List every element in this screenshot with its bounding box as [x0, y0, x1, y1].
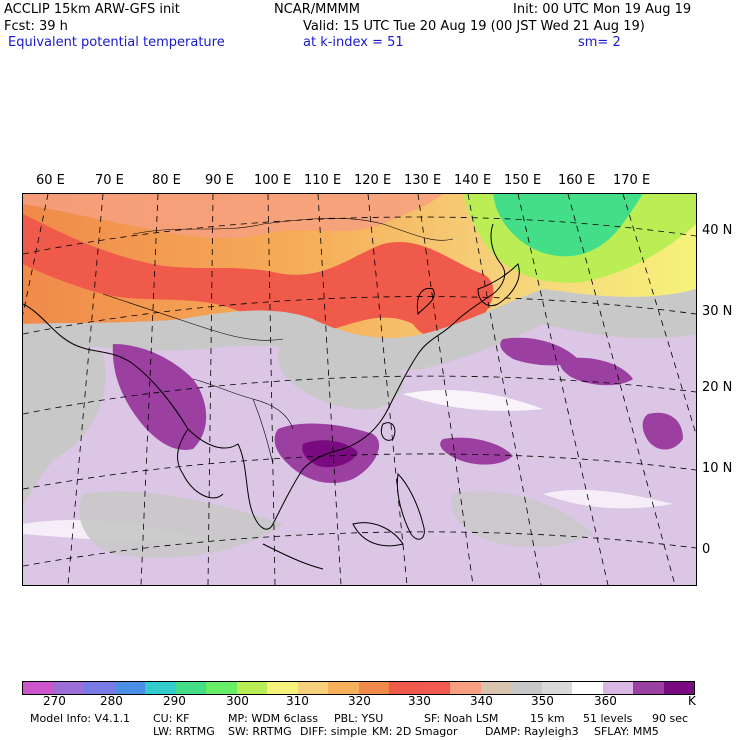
footer-item: SF: Noah LSM	[424, 712, 499, 725]
white-streak-3	[543, 489, 673, 509]
colorbar-tick: 310	[286, 694, 309, 708]
colorbar-tick: 340	[470, 694, 493, 708]
colorbar-swatch	[572, 682, 603, 694]
lat-label: 0	[702, 542, 711, 557]
colorbar-swatch	[541, 682, 572, 694]
footer-item: 51 levels	[583, 712, 633, 725]
colorbar-swatch	[480, 682, 511, 694]
footer-item: LW: RRTMG	[153, 725, 215, 738]
purple-pacific-1	[500, 337, 578, 366]
footer-item: SFLAY: MM5	[594, 725, 659, 738]
gray-southeast	[451, 491, 593, 548]
colorbar-swatch	[602, 682, 633, 694]
gray-china	[277, 341, 404, 410]
init-time: Init: 00 UTC Mon 19 Aug 19	[513, 2, 692, 17]
footer-item: MP: WDM 6class	[228, 712, 318, 725]
colorbar-tick: 280	[100, 694, 123, 708]
colorbar-tick: 360	[594, 694, 617, 708]
colorbar-tick: 270	[43, 694, 66, 708]
red-core	[23, 214, 494, 340]
lon-label: 80 E	[152, 173, 181, 188]
colorbar-swatch	[114, 682, 145, 694]
field-name: Equivalent potential temperature	[8, 35, 225, 50]
pink-band	[23, 194, 443, 239]
footer-item: SW: RRTMG	[228, 725, 292, 738]
purple-india	[112, 344, 207, 450]
dark-purple-scs	[302, 440, 358, 468]
colorbar-tick: 350	[531, 694, 554, 708]
map-panel	[22, 193, 697, 586]
lat-label: 40 N	[702, 223, 733, 238]
model-title: ACCLIP 15km ARW-GFS init	[4, 2, 180, 17]
forecast-hour: Fcst: 39 h	[4, 19, 68, 34]
colorbar-unit: K	[688, 694, 696, 708]
colorbar-swatch	[419, 682, 450, 694]
level-label: at k-index = 51	[303, 35, 404, 50]
colorbar	[22, 681, 695, 695]
colorbar-swatch	[206, 682, 237, 694]
footer-item: DAMP: Rayleigh3	[485, 725, 579, 738]
colorbar-swatch	[297, 682, 328, 694]
colorbar-tick: 330	[408, 694, 431, 708]
lon-label: 130 E	[404, 173, 442, 188]
white-streak-1	[403, 389, 543, 411]
smoothing-label: sm= 2	[578, 35, 621, 50]
colorbar-swatch	[175, 682, 206, 694]
colorbar-swatch	[23, 682, 54, 694]
lon-label: 90 E	[205, 173, 234, 188]
colorbar-tick: 320	[348, 694, 371, 708]
footer-item: KM: 2D Smagor	[372, 725, 458, 738]
footer-item: CU: KF	[153, 712, 190, 725]
lon-label: 70 E	[95, 173, 124, 188]
lon-label: 110 E	[304, 173, 342, 188]
lat-label: 30 N	[702, 304, 733, 319]
light-green-region	[463, 194, 696, 283]
purple-pacific-2	[560, 357, 633, 386]
footer-item: Model Info: V4.1.1	[30, 712, 131, 725]
gray-south	[79, 491, 283, 558]
lon-label: 140 E	[454, 173, 492, 188]
footer-item: 90 sec	[652, 712, 689, 725]
colorbar-swatch	[450, 682, 481, 694]
lon-label: 160 E	[558, 173, 596, 188]
colorbar-swatch	[633, 682, 664, 694]
gray-band	[23, 289, 696, 371]
theta-e-field-map	[23, 194, 696, 585]
colorbar-swatch	[236, 682, 267, 694]
footer-item: DIFF: simple	[300, 725, 368, 738]
colorbar-swatch	[328, 682, 359, 694]
purple-pacific-3	[440, 437, 513, 465]
gray-west	[23, 343, 106, 504]
colorbar-swatch	[511, 682, 542, 694]
colorbar-swatch	[267, 682, 298, 694]
footer-item: PBL: YSU	[334, 712, 384, 725]
colorbar-swatch	[53, 682, 84, 694]
lon-label: 170 E	[613, 173, 651, 188]
colorbar-tick: 300	[226, 694, 249, 708]
colorbar-swatch	[145, 682, 176, 694]
lon-label: 100 E	[254, 173, 292, 188]
colorbar-swatch	[389, 682, 420, 694]
lat-label: 20 N	[702, 380, 733, 395]
coastlines	[23, 223, 520, 570]
colorbar-tick: 290	[163, 694, 186, 708]
valid-time: Valid: 15 UTC Tue 20 Aug 19 (00 JST Wed …	[303, 19, 645, 34]
cool-green-region	[493, 194, 643, 257]
colorbar-swatch	[663, 682, 694, 694]
purple-pacific-4	[642, 412, 683, 450]
colorbar-swatch	[358, 682, 389, 694]
graticule	[23, 194, 696, 585]
org-label: NCAR/MMMM	[274, 2, 360, 17]
lon-label: 150 E	[504, 173, 542, 188]
lat-label: 10 N	[702, 461, 733, 476]
lon-label: 120 E	[354, 173, 392, 188]
colorbar-swatch	[84, 682, 115, 694]
footer-item: 15 km	[530, 712, 565, 725]
lon-label: 60 E	[36, 173, 65, 188]
